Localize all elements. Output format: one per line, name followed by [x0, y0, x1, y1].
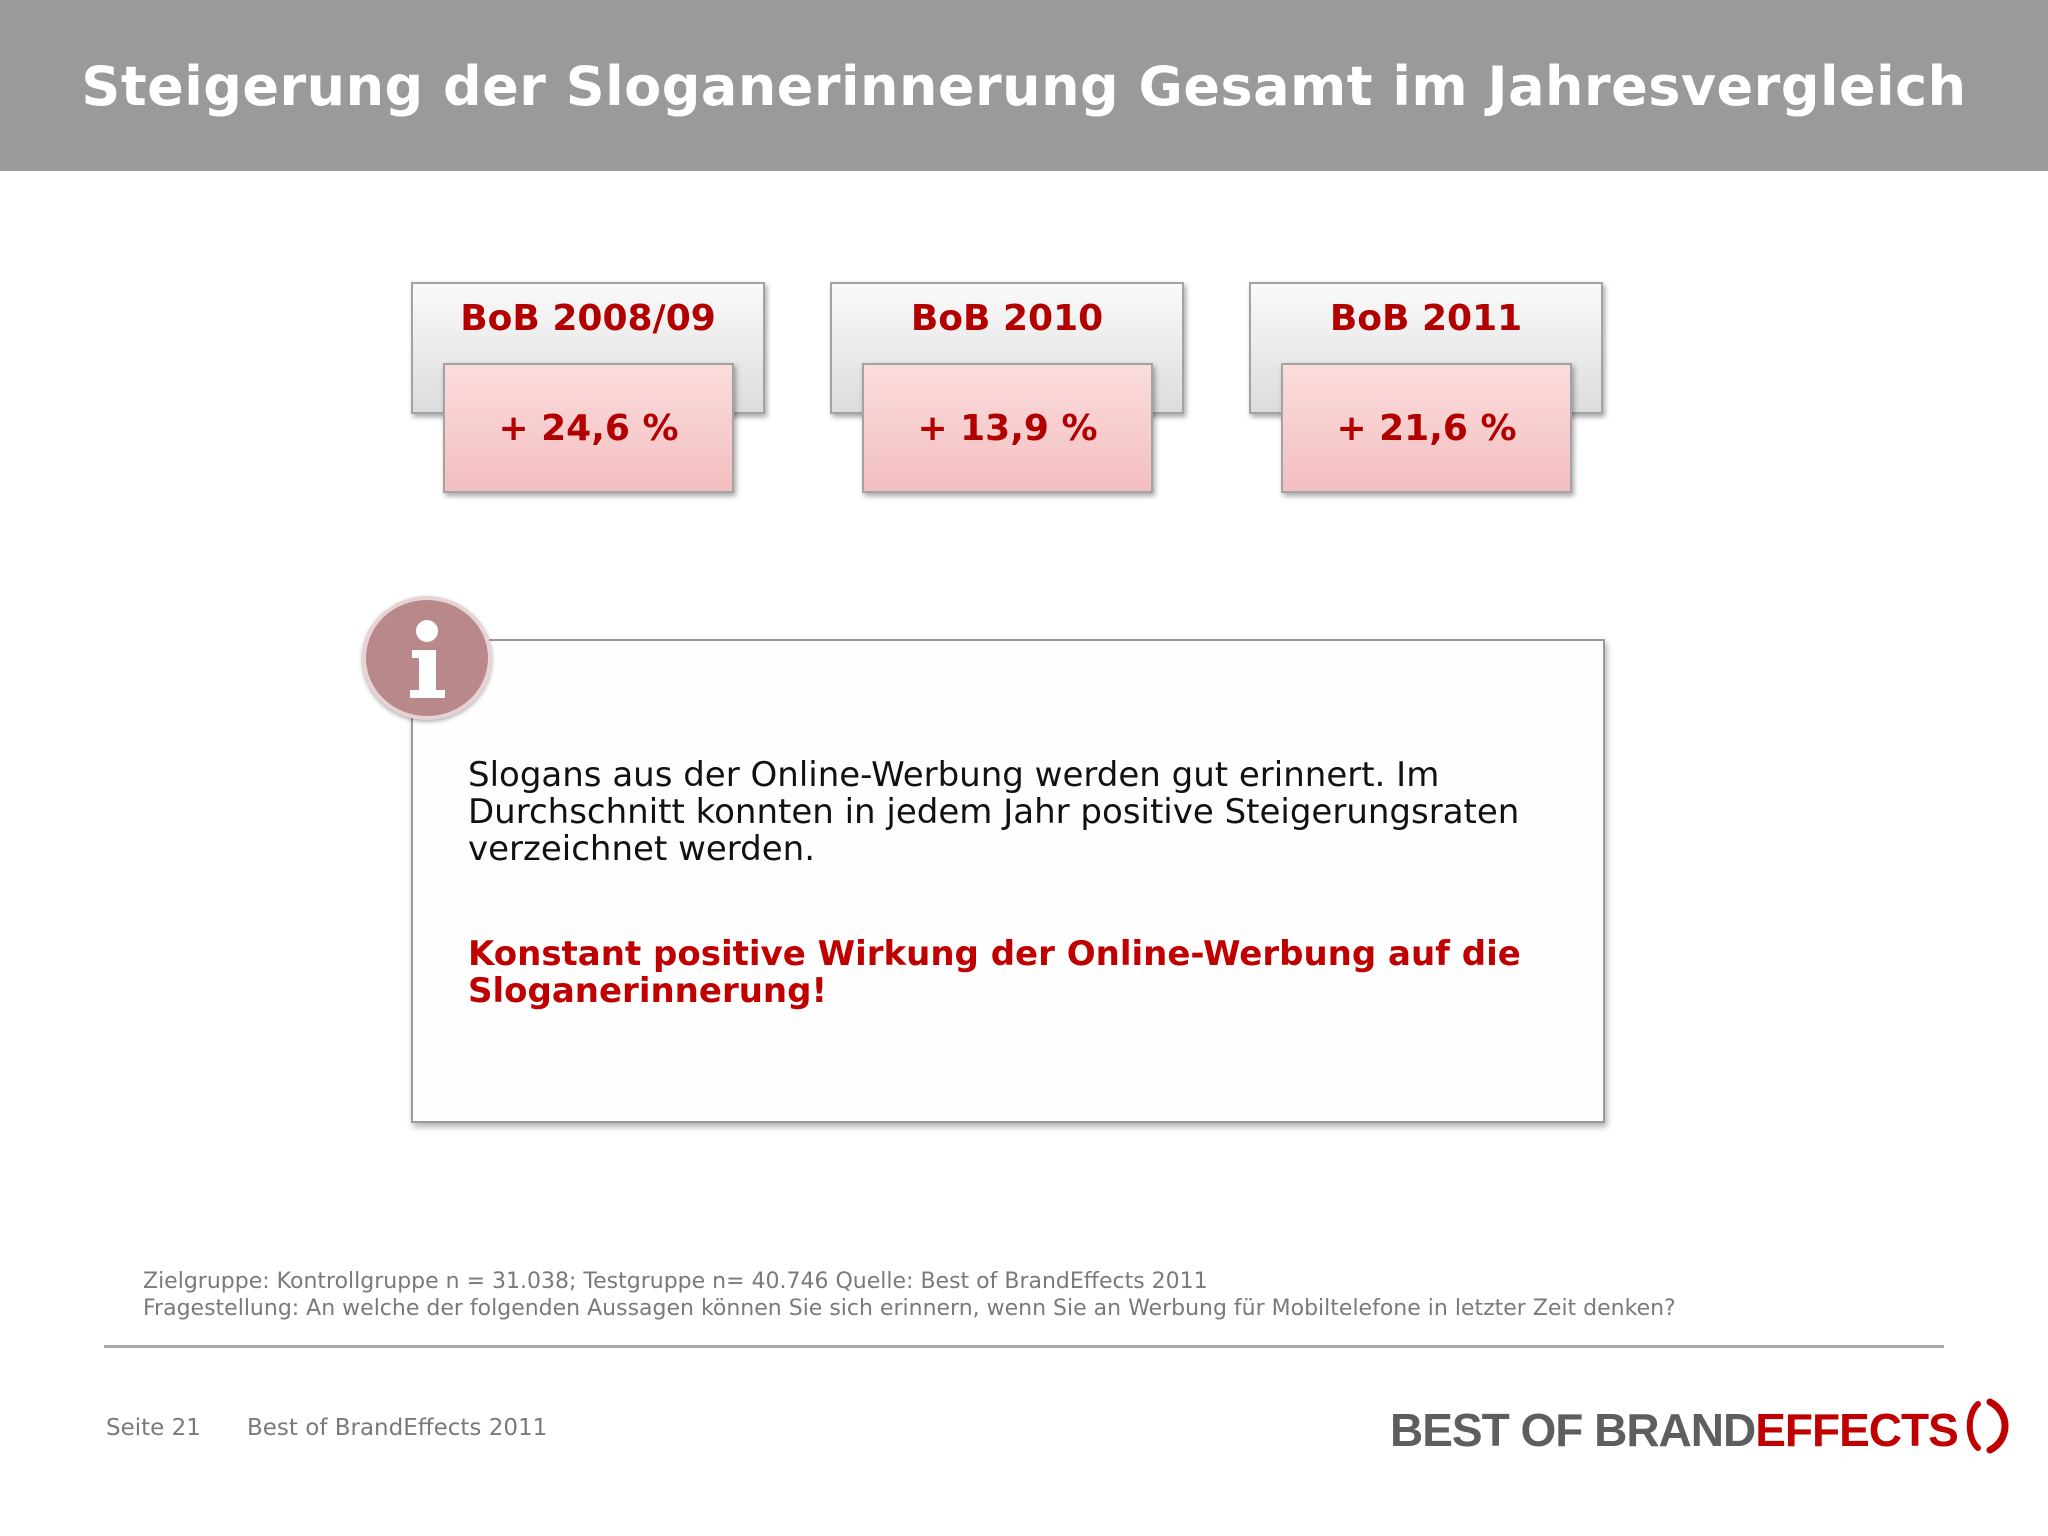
year-card-label: BoB 2010 [910, 298, 1104, 339]
increase-badge-2011: + 21,6 % [1281, 363, 1572, 493]
slide-title: Steigerung der Sloganerinnerung Gesamt i… [81, 55, 1967, 118]
footnote-line-1: Zielgruppe: Kontrollgruppe n = 31.038; T… [143, 1269, 1208, 1294]
increase-value: + 13,9 % [917, 408, 1098, 449]
footer-document-title: Best of BrandEffects 2011 [247, 1415, 548, 1441]
info-box [411, 639, 1605, 1123]
logo-text-part2: EFFECTS [1755, 1404, 1959, 1456]
year-card-label: BoB 2008/09 [460, 298, 716, 339]
logo-bracket-icon [1966, 1398, 2009, 1454]
year-card-label: BoB 2011 [1329, 298, 1523, 339]
info-emphasis: Konstant positive Wirkung der Online-Wer… [468, 934, 1521, 1011]
info-text: Slogans aus der Online-Werbung werden gu… [468, 755, 1520, 869]
increase-value: + 24,6 % [498, 408, 679, 449]
increase-badge-2008-09: + 24,6 % [443, 363, 734, 493]
page-number: Seite 21 [106, 1415, 201, 1441]
brand-logo: BEST OF BRANDEFFECTS [1390, 1398, 2016, 1456]
logo-text-part1: BEST OF BRAND [1390, 1404, 1756, 1456]
increase-value: + 21,6 % [1336, 408, 1517, 449]
increase-badge-2010: + 13,9 % [862, 363, 1153, 493]
slide-header: Steigerung der Sloganerinnerung Gesamt i… [0, 0, 2048, 171]
footnote: Zielgruppe: Kontrollgruppe n = 31.038; T… [143, 1268, 1676, 1322]
info-icon [362, 596, 492, 720]
footer-divider [104, 1345, 1944, 1348]
footnote-line-2: Fragestellung: An welche der folgenden A… [143, 1296, 1676, 1321]
